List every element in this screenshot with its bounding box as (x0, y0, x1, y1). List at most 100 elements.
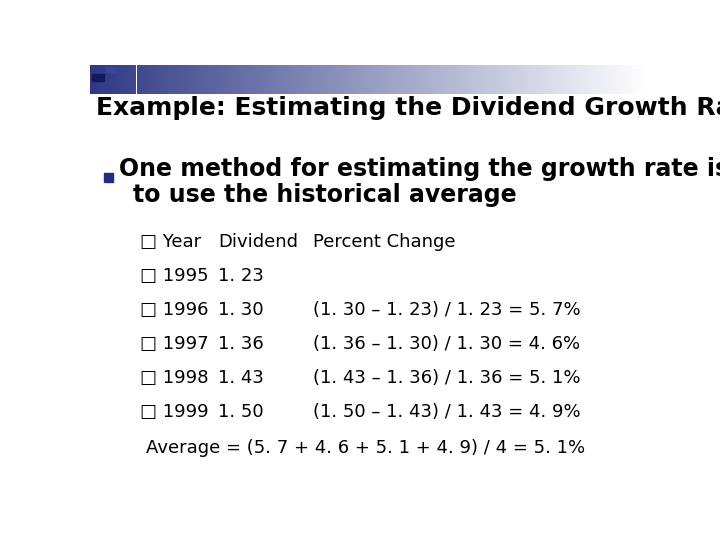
Bar (494, 65, 495, 94)
Bar (639, 65, 641, 94)
Bar (174, 65, 176, 94)
Bar (521, 65, 523, 94)
Bar (150, 65, 151, 94)
Bar (358, 65, 360, 94)
Bar (529, 65, 531, 94)
Bar (341, 65, 343, 94)
Bar (177, 65, 179, 94)
Bar (526, 65, 527, 94)
Bar (527, 65, 529, 94)
Bar (365, 65, 367, 94)
Bar (294, 65, 297, 94)
Bar (274, 65, 276, 94)
Bar (405, 65, 406, 94)
Bar (194, 65, 196, 94)
Bar (413, 65, 415, 94)
Bar (641, 65, 642, 94)
Bar (552, 65, 553, 94)
Bar (137, 65, 138, 94)
Bar (144, 65, 145, 94)
Bar (553, 65, 555, 94)
Bar (361, 65, 364, 94)
Bar (105, 65, 107, 94)
Bar (533, 65, 534, 94)
Bar (107, 65, 109, 94)
Bar (118, 65, 120, 94)
Bar (109, 65, 110, 94)
Text: (1. 36 – 1. 30) / 1. 30 = 4. 6%: (1. 36 – 1. 30) / 1. 30 = 4. 6% (313, 335, 580, 353)
Bar (211, 65, 213, 94)
Bar (354, 65, 356, 94)
Bar (481, 65, 482, 94)
Bar (347, 65, 348, 94)
Bar (508, 65, 510, 94)
Bar (132, 65, 135, 94)
Bar (570, 65, 572, 94)
Bar (531, 65, 533, 94)
Bar (603, 65, 606, 94)
Bar (507, 65, 508, 94)
Bar (464, 65, 466, 94)
Bar (555, 65, 557, 94)
Bar (170, 65, 172, 94)
Bar (99, 65, 101, 94)
Bar (516, 65, 518, 94)
Bar (285, 65, 287, 94)
Bar (291, 65, 293, 94)
Bar (179, 65, 181, 94)
Bar (319, 65, 320, 94)
Bar (103, 65, 105, 94)
Bar (564, 65, 566, 94)
Text: □ 1999: □ 1999 (140, 403, 209, 421)
Text: □ 1995: □ 1995 (140, 267, 209, 285)
Bar (269, 65, 271, 94)
Bar (343, 65, 345, 94)
Bar (315, 65, 317, 94)
Bar (428, 65, 431, 94)
Bar (633, 65, 635, 94)
Bar (547, 65, 549, 94)
Bar (440, 65, 441, 94)
Bar (172, 65, 174, 94)
Bar (110, 65, 112, 94)
Bar (176, 65, 177, 94)
Bar (542, 65, 544, 94)
Bar (479, 65, 481, 94)
Bar (367, 65, 369, 94)
Bar (384, 65, 386, 94)
Bar (475, 65, 477, 94)
Bar (94, 65, 96, 94)
Bar (399, 65, 400, 94)
Bar (218, 65, 220, 94)
Bar (352, 65, 354, 94)
Text: □ 1996: □ 1996 (140, 301, 209, 319)
Bar (514, 65, 516, 94)
Bar (637, 65, 639, 94)
Bar (168, 65, 170, 94)
Bar (622, 65, 624, 94)
Bar (148, 65, 150, 94)
Bar (127, 65, 129, 94)
Text: to use the historical average: to use the historical average (132, 183, 516, 207)
Bar (574, 65, 575, 94)
Bar (402, 65, 405, 94)
Bar (449, 65, 451, 94)
Bar (97, 65, 99, 94)
Bar (189, 65, 190, 94)
Bar (265, 65, 266, 94)
Bar (618, 65, 620, 94)
Bar (620, 65, 622, 94)
Bar (539, 65, 540, 94)
Bar (142, 65, 144, 94)
Bar (190, 65, 192, 94)
Bar (431, 65, 432, 94)
Bar (467, 65, 469, 94)
Bar (287, 65, 289, 94)
Bar (415, 65, 418, 94)
Bar (613, 65, 615, 94)
Bar (215, 65, 217, 94)
Bar (320, 65, 323, 94)
Bar (492, 65, 494, 94)
Bar (129, 65, 131, 94)
Bar (425, 65, 427, 94)
